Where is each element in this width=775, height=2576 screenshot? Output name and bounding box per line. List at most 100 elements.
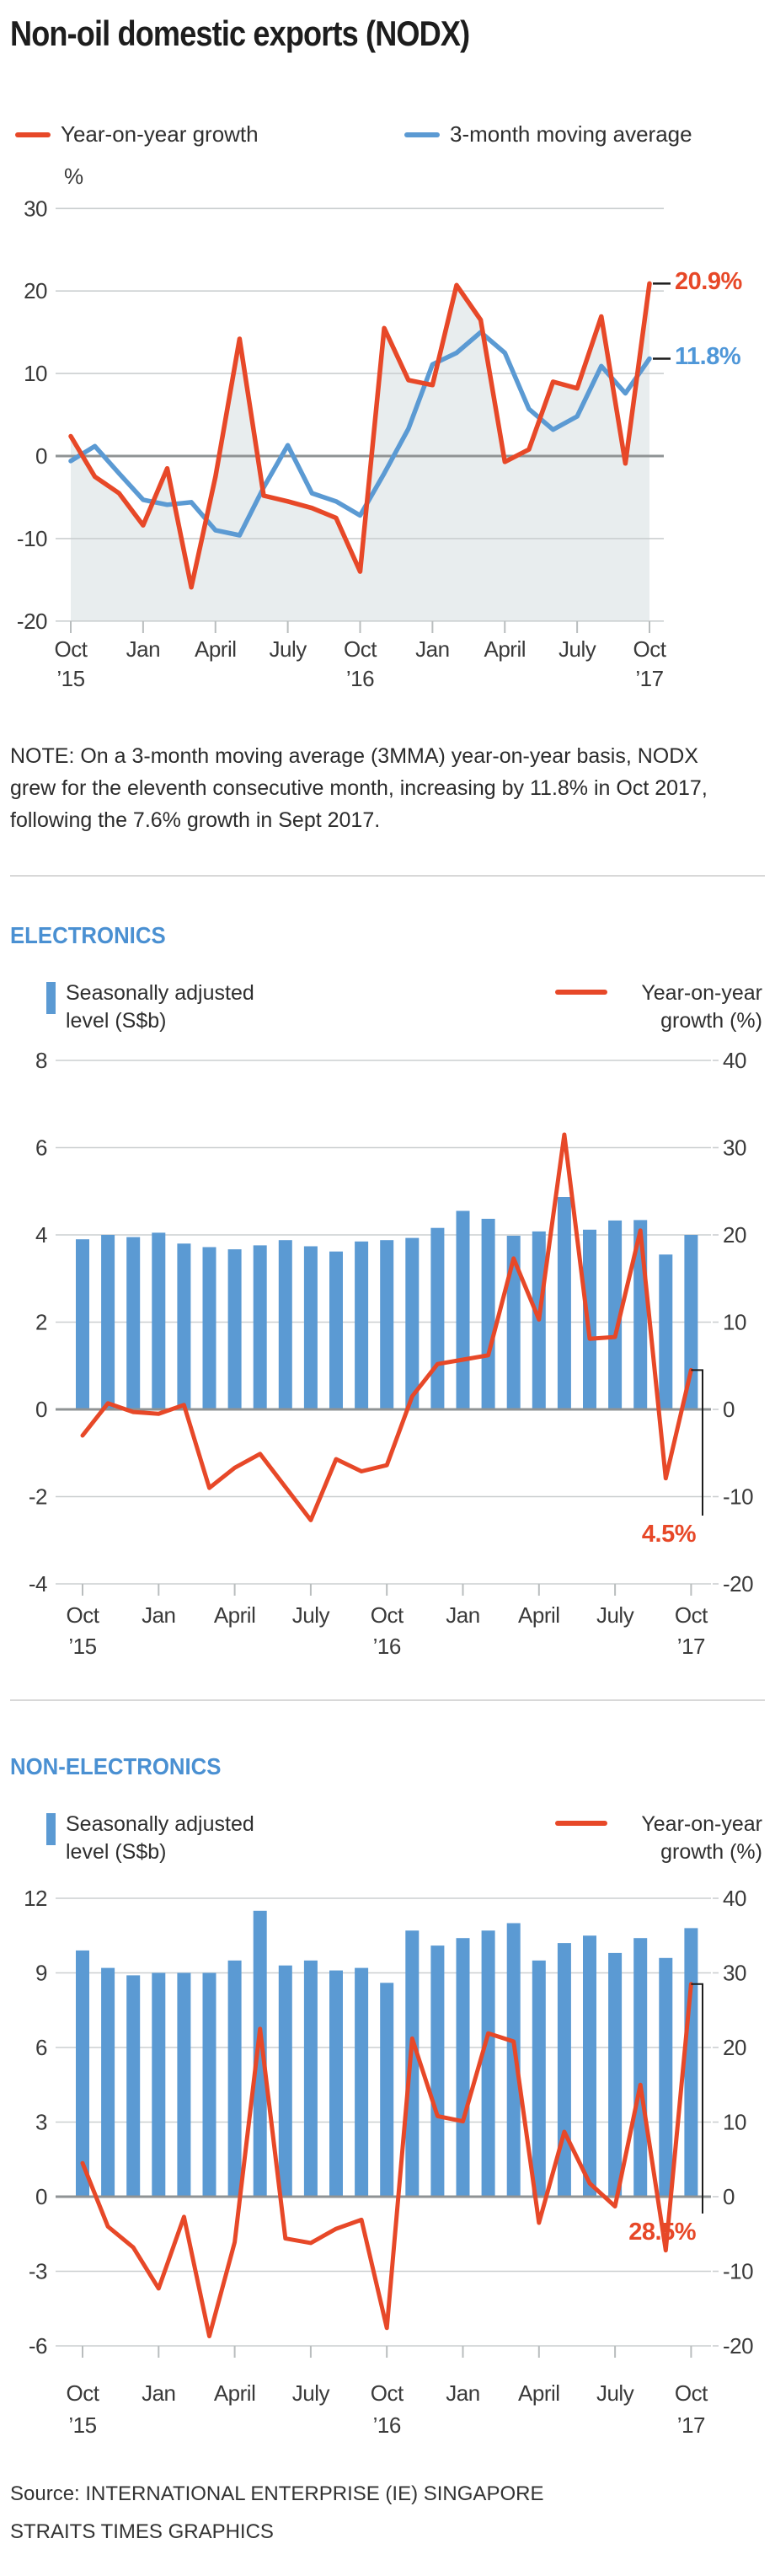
x-tick-label: July <box>596 1602 634 1628</box>
right-y-tick-label: -20 <box>723 2333 753 2359</box>
left-y-tick-label: 0 <box>35 1397 47 1422</box>
right-y-tick-label: -10 <box>723 1484 753 1510</box>
y-tick-label: 10 <box>24 361 47 386</box>
bar-Sep '16 <box>355 1241 369 1409</box>
x-tick-label: Oct <box>344 636 377 662</box>
bar-Oct '16 <box>380 1983 394 2197</box>
annotation-connector <box>691 1369 703 1516</box>
electronics-chart: 8 40 6 30 4 20 2 10 0 0 -2 -10 -4 -20 Oct Jan April July O… <box>29 1048 754 1659</box>
legend-label-growth: Year-on-year growth (%) <box>641 981 762 1033</box>
electronics-section-title: ELECTRONICS <box>10 922 166 948</box>
x-tick-label: April <box>214 1602 256 1628</box>
x-tick-label: Oct <box>67 2380 100 2406</box>
bar-Jan '16 <box>152 1972 166 2197</box>
bar-Nov '16 <box>405 1930 420 2197</box>
bar-May '16 <box>253 1245 267 1409</box>
bar-Aug '17 <box>633 1938 648 2197</box>
growth-line <box>80 1982 693 2338</box>
bar-Oct '17 <box>684 1235 698 1409</box>
bar-Sep '17 <box>659 1957 673 2197</box>
bar-Aug '16 <box>329 1970 343 2197</box>
bar-swatch <box>46 982 56 1014</box>
left-y-tick-label: -6 <box>29 2333 47 2359</box>
legend-label-bars: Seasonally adjusted level (S$b) <box>66 981 254 1033</box>
x-tick-label: Jan <box>142 2380 175 2406</box>
right-y-tick-label: 20 <box>723 1222 746 1248</box>
bar-Jan '17 <box>456 1938 470 2197</box>
right-y-tick-label: -20 <box>723 1571 753 1597</box>
x-tick-label: Oct <box>55 636 88 662</box>
legend-item-3mma: 3-month moving average <box>404 121 692 148</box>
right-y-tick-label: 10 <box>723 2110 746 2135</box>
bar-Aug '16 <box>329 1251 343 1409</box>
right-y-tick-label: 40 <box>723 1048 746 1073</box>
nodx-chart-legend: Year-on-year growth 3-month moving avera… <box>15 121 765 152</box>
bar-Nov '16 <box>405 1237 420 1409</box>
nodx-trend-chart: 30 20 10 0 -10 -20 Oct Jan April July Oct Jan April J… <box>17 196 671 691</box>
section-divider <box>10 875 765 877</box>
legend-label-bars: Seasonally adjusted level (S$b) <box>66 1812 254 1864</box>
bar-Oct '16 <box>380 1240 394 1409</box>
left-y-tick-label: -3 <box>29 2259 47 2284</box>
legend-item-bars: Seasonally adjusted level (S$b) <box>46 1811 264 1866</box>
x-year-label: ’16 <box>373 2412 401 2438</box>
bar-Sep '17 <box>659 1254 673 1409</box>
growth-line-swatch <box>555 990 607 995</box>
right-y-tick-label: 40 <box>723 1886 746 1911</box>
bar-Nov '15 <box>101 1967 115 2197</box>
x-year-label: ’17 <box>677 2412 705 2438</box>
bar-Jul '16 <box>303 1246 318 1409</box>
x-year-label: ’15 <box>68 1634 96 1659</box>
right-y-tick-label: 30 <box>723 1961 746 1986</box>
bar-May '17 <box>557 1197 571 1409</box>
source-line: Source: INTERNATIONAL ENTERPRISE (IE) SI… <box>10 2482 544 2505</box>
left-y-tick-label: 6 <box>35 1135 47 1161</box>
x-tick-label: July <box>292 2380 330 2406</box>
bar-Oct '15 <box>76 1239 89 1409</box>
x-tick-label: Oct <box>633 636 667 662</box>
x-year-label: ’15 <box>56 666 84 691</box>
mma-line <box>68 330 652 538</box>
legend-item-bars: Seasonally adjusted level (S$b) <box>46 979 264 1035</box>
yoy-area-fill <box>71 283 649 621</box>
right-y-tick-label: 0 <box>723 2184 735 2209</box>
x-tick-label: Oct <box>371 2380 404 2406</box>
left-y-tick-label: -2 <box>29 1484 47 1510</box>
bar-Nov '15 <box>101 1235 115 1409</box>
bar-Jan '17 <box>456 1210 470 1409</box>
bar-Apr '17 <box>532 1960 546 2198</box>
bar-Jun '16 <box>278 1240 292 1409</box>
bar-Apr '16 <box>227 1249 242 1409</box>
bar-Jun '16 <box>278 1965 292 2197</box>
bar-May '16 <box>253 1910 267 2198</box>
x-tick-label: April <box>518 1602 560 1628</box>
x-tick-label: Oct <box>371 1602 404 1628</box>
bar-Oct '17 <box>684 1928 698 2197</box>
legend-item-growth: Year-on-year growth (%) <box>555 979 762 1035</box>
legend-label-growth: Year-on-year growth (%) <box>641 1812 762 1864</box>
non-electronics-chart: 12 40 9 30 6 20 3 10 0 0 -3 -10 -6 -20 Oct Jan April July… <box>24 1886 754 2438</box>
left-y-tick-label: 8 <box>35 1048 47 1073</box>
growth-line <box>80 1132 693 1522</box>
bar-Dec '16 <box>430 1945 445 2197</box>
left-y-tick-label: 4 <box>35 1222 47 1248</box>
x-tick-label: April <box>214 2380 256 2406</box>
bar-Feb '16 <box>177 1243 191 1409</box>
y-tick-label: 20 <box>24 278 47 303</box>
x-tick-label: April <box>484 636 526 662</box>
bar-Feb '17 <box>481 1930 495 2197</box>
right-y-tick-label: 10 <box>723 1310 746 1335</box>
bar-Mar '17 <box>506 1923 521 2197</box>
source-credit: Source: INTERNATIONAL ENTERPRISE (IE) SI… <box>10 2475 543 2551</box>
x-year-label: ’17 <box>635 666 663 691</box>
annotation-connector <box>691 1983 703 2214</box>
y-tick-label: -20 <box>17 609 47 634</box>
legend-item-growth: Year-on-year growth (%) <box>555 1811 762 1866</box>
x-year-label: ’16 <box>373 1634 401 1659</box>
bar-Dec '16 <box>430 1227 445 1409</box>
y-tick-label: -10 <box>17 526 47 551</box>
yoy-line <box>68 281 652 590</box>
y-axis-unit-label: % <box>64 164 84 189</box>
left-y-tick-label: 6 <box>35 2035 47 2060</box>
